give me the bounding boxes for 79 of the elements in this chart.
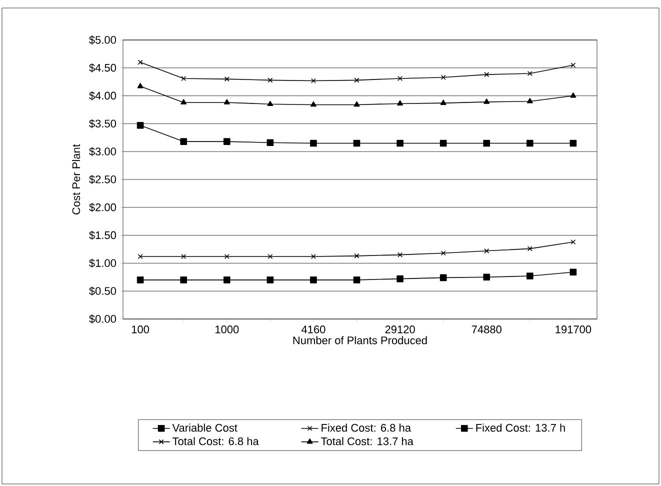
point <box>354 78 360 83</box>
y-tick-label: $0.50 <box>89 286 116 296</box>
point <box>268 78 273 83</box>
point <box>570 268 577 276</box>
y-tick-label: $2.50 <box>89 175 116 184</box>
point <box>310 254 316 260</box>
y-tick-label: $5.00 <box>89 36 116 44</box>
x-tick-label: 29120 <box>385 326 415 334</box>
point <box>484 98 490 104</box>
point <box>180 138 188 145</box>
y-tick-label: $1.50 <box>89 230 116 240</box>
point <box>223 138 230 145</box>
y-tick-label: $2.00 <box>89 202 116 212</box>
legend-label: Fixed Cost: 13.7 h <box>476 424 565 432</box>
point <box>396 140 404 147</box>
x-tick-label: 191700 <box>556 326 592 334</box>
point <box>354 253 360 258</box>
point <box>181 254 186 260</box>
point <box>396 275 404 282</box>
point <box>180 99 187 104</box>
point <box>268 254 273 260</box>
x-tick-label: 74880 <box>472 326 502 334</box>
point <box>570 92 576 98</box>
point <box>353 276 360 284</box>
point <box>526 140 534 147</box>
x-axis-title: Number of Plants Produced <box>293 336 427 344</box>
point <box>136 122 144 129</box>
point <box>266 276 274 284</box>
point <box>527 70 532 76</box>
x-tick-label: 1000 <box>215 326 239 334</box>
point <box>310 140 317 147</box>
point <box>570 239 576 245</box>
point <box>136 276 144 284</box>
point <box>440 100 446 105</box>
point <box>484 72 490 78</box>
y-tick-label: $1.00 <box>89 258 116 268</box>
point <box>224 254 230 260</box>
point <box>224 76 230 82</box>
point <box>526 98 533 104</box>
point <box>484 248 490 254</box>
point <box>527 246 532 252</box>
y-tick-label: $3.50 <box>89 119 116 128</box>
point <box>354 101 360 107</box>
point <box>137 82 144 88</box>
point <box>138 60 143 65</box>
point <box>223 276 230 284</box>
y-tick-label: $4.00 <box>89 91 116 100</box>
y-axis-title: Cost Per Plant <box>72 144 80 214</box>
point <box>398 252 403 258</box>
point <box>483 274 490 281</box>
y-tick-label: $4.50 <box>89 63 116 72</box>
point <box>266 139 274 146</box>
point <box>180 276 188 284</box>
point <box>398 76 403 82</box>
y-tick-label: $0.00 <box>89 314 116 324</box>
point <box>440 140 447 147</box>
point <box>310 101 316 107</box>
legend-label: Fixed Cost: 6.8 ha <box>322 424 412 432</box>
point <box>570 62 576 68</box>
legend-label: Variable Cost <box>172 424 238 432</box>
point <box>310 276 317 284</box>
point <box>224 99 230 104</box>
point <box>483 140 490 147</box>
point <box>440 274 447 282</box>
y-tick-label: $3.00 <box>89 147 116 156</box>
legend-label: Total Cost: 6.8 ha <box>172 437 259 446</box>
point <box>440 74 446 80</box>
legend-label: Total Cost: 13.7 ha <box>320 437 414 446</box>
x-tick-label: 100 <box>132 326 150 334</box>
point <box>267 100 274 106</box>
point <box>440 250 446 256</box>
x-tick-label: 4160 <box>301 326 326 334</box>
point <box>570 140 577 147</box>
point <box>181 76 186 82</box>
point <box>138 254 143 260</box>
point <box>526 272 534 280</box>
point <box>397 100 404 106</box>
point <box>310 78 316 84</box>
point <box>353 140 360 147</box>
